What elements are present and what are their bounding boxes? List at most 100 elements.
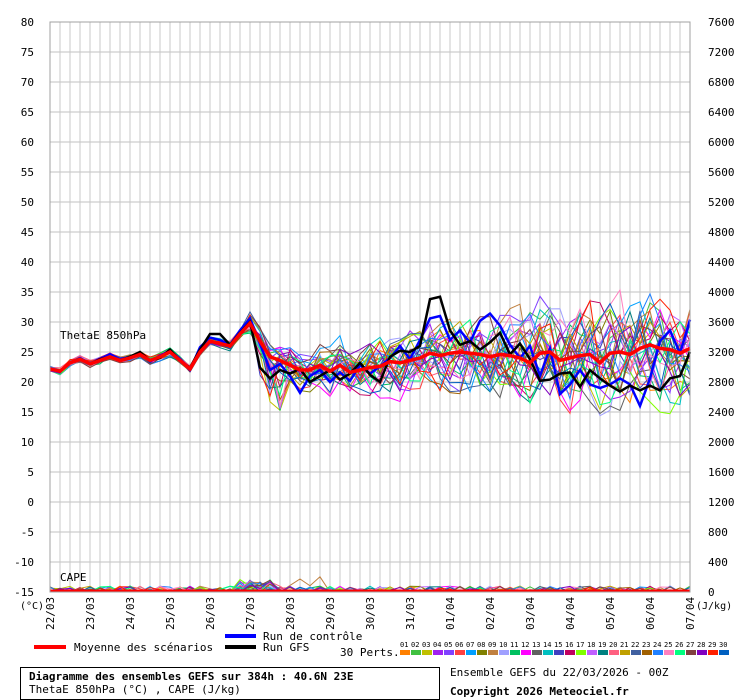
- x-tick-label: 02/04: [484, 597, 497, 630]
- info-subtitle: ThetaE 850hPa (°C) , CAPE (J/kg): [29, 683, 241, 696]
- perturbation-id: 07: [466, 641, 474, 649]
- thetae-label: ThetaE 850hPa: [60, 329, 146, 342]
- y-tick-left: 75: [21, 46, 34, 59]
- perturbation-line: [49, 292, 691, 401]
- copyright: Copyright 2026 Meteociel.fr: [450, 685, 629, 698]
- y-tick-right: 800: [708, 526, 728, 539]
- y-tick-left: 65: [21, 106, 34, 119]
- grid-lines: [49, 21, 691, 593]
- perturbation-id: 25: [664, 641, 672, 649]
- perturbation-id: 11: [510, 641, 518, 649]
- y-tick-right: 2800: [708, 376, 735, 389]
- y-tick-right: 3200: [708, 346, 735, 359]
- y-tick-left: 40: [21, 256, 34, 269]
- perturbation-swatch: [719, 650, 729, 655]
- y-tick-right: 7600: [708, 16, 735, 29]
- perturbation-swatch: [477, 650, 487, 655]
- perturbation-id: 17: [576, 641, 584, 649]
- x-tick-label: 06/04: [644, 597, 657, 630]
- perturbation-swatch: [554, 650, 564, 655]
- perturbation-swatch: [466, 650, 476, 655]
- y-tick-right: 3600: [708, 316, 735, 329]
- y-tick-left: 5: [27, 466, 34, 479]
- perturbation-swatch: [653, 650, 663, 655]
- perturbation-swatch: [697, 650, 707, 655]
- y-tick-left: -5: [21, 526, 34, 539]
- perturbation-id: 12: [521, 641, 529, 649]
- perturbation-swatch: [587, 650, 597, 655]
- perturbation-swatch: [686, 650, 696, 655]
- x-tick-label: 30/03: [364, 597, 377, 630]
- perturbation-id: 08: [477, 641, 485, 649]
- main-series-lines: [49, 295, 692, 410]
- perturbation-id: 26: [675, 641, 683, 649]
- y-tick-left: 10: [21, 436, 34, 449]
- perturbation-swatch: [609, 650, 619, 655]
- series-line-0: [49, 320, 691, 375]
- perturbation-swatch: [664, 650, 674, 655]
- perturbation-swatch: [433, 650, 443, 655]
- perturbation-id: 15: [554, 641, 562, 649]
- perturbation-id: 09: [488, 641, 496, 649]
- y-tick-right: 4800: [708, 226, 735, 239]
- y-tick-right: 0: [708, 586, 715, 599]
- info-box: Diagramme des ensembles GEFS sur 384h : …: [20, 667, 440, 700]
- x-tick-label: 24/03: [124, 597, 137, 630]
- perturbation-id: 05: [444, 641, 452, 649]
- perturbation-swatch: [488, 650, 498, 655]
- plot-frame: [49, 21, 691, 593]
- perturbation-swatch: [444, 650, 454, 655]
- y-tick-right: 2000: [708, 436, 735, 449]
- y-tick-right: 4000: [708, 286, 735, 299]
- y-tick-left: 60: [21, 136, 34, 149]
- perturbation-id: 30: [719, 641, 727, 649]
- perturbation-swatch: [642, 650, 652, 655]
- perturbation-id: 13: [532, 641, 540, 649]
- ylabel-left: (°C): [20, 601, 44, 612]
- ylabel-right: (J/kg): [696, 601, 732, 612]
- y-tick-left: -15: [14, 586, 34, 599]
- x-tick-label: 01/04: [444, 597, 457, 630]
- perturbation-id: 03: [422, 641, 430, 649]
- y-tick-left: 55: [21, 166, 34, 179]
- y-tick-left: 20: [21, 376, 34, 389]
- perturbation-swatch: [543, 650, 553, 655]
- perturbation-id: 06: [455, 641, 463, 649]
- perturbation-swatch: [631, 650, 641, 655]
- y-tick-right: 1200: [708, 496, 735, 509]
- perturbation-swatch: [620, 650, 630, 655]
- y-tick-left: 45: [21, 226, 34, 239]
- perturbation-id: 16: [565, 641, 573, 649]
- perturbations-label: 30 Perts.: [340, 646, 400, 659]
- x-tick-label: 04/04: [564, 597, 577, 630]
- y-tick-right: 400: [708, 556, 728, 569]
- perturbation-swatch: [576, 650, 586, 655]
- perturbation-id: 22: [631, 641, 639, 649]
- x-tick-label: 31/03: [404, 597, 417, 630]
- perturbation-id: 10: [499, 641, 507, 649]
- perturbation-id: 28: [697, 641, 705, 649]
- perturbation-id: 19: [598, 641, 606, 649]
- y-tick-right: 6800: [708, 76, 735, 89]
- perturbation-id: 27: [686, 641, 694, 649]
- y-tick-left: 30: [21, 316, 34, 329]
- x-tick-label: 05/04: [604, 597, 617, 630]
- y-tick-left: 50: [21, 196, 34, 209]
- perturbation-swatch: [400, 650, 410, 655]
- y-tick-right: 6400: [708, 106, 735, 119]
- perturbation-id: 14: [543, 641, 551, 649]
- legend-gfs-label: Run GFS: [263, 641, 309, 654]
- perturbation-swatch: [521, 650, 531, 655]
- perturbation-swatch: [499, 650, 509, 655]
- perturbation-swatch: [598, 650, 608, 655]
- y-tick-left: 15: [21, 406, 34, 419]
- perturbation-id: 18: [587, 641, 595, 649]
- legend-controle-label: Run de contrôle: [263, 630, 362, 643]
- y-tick-left: 35: [21, 286, 34, 299]
- y-tick-right: 1600: [708, 466, 735, 479]
- run-info: Ensemble GEFS du 22/03/2026 - 00Z: [450, 666, 669, 679]
- x-tick-label: 25/03: [164, 597, 177, 630]
- x-tick-label: 07/04: [684, 597, 697, 630]
- y-tick-right: 7200: [708, 46, 735, 59]
